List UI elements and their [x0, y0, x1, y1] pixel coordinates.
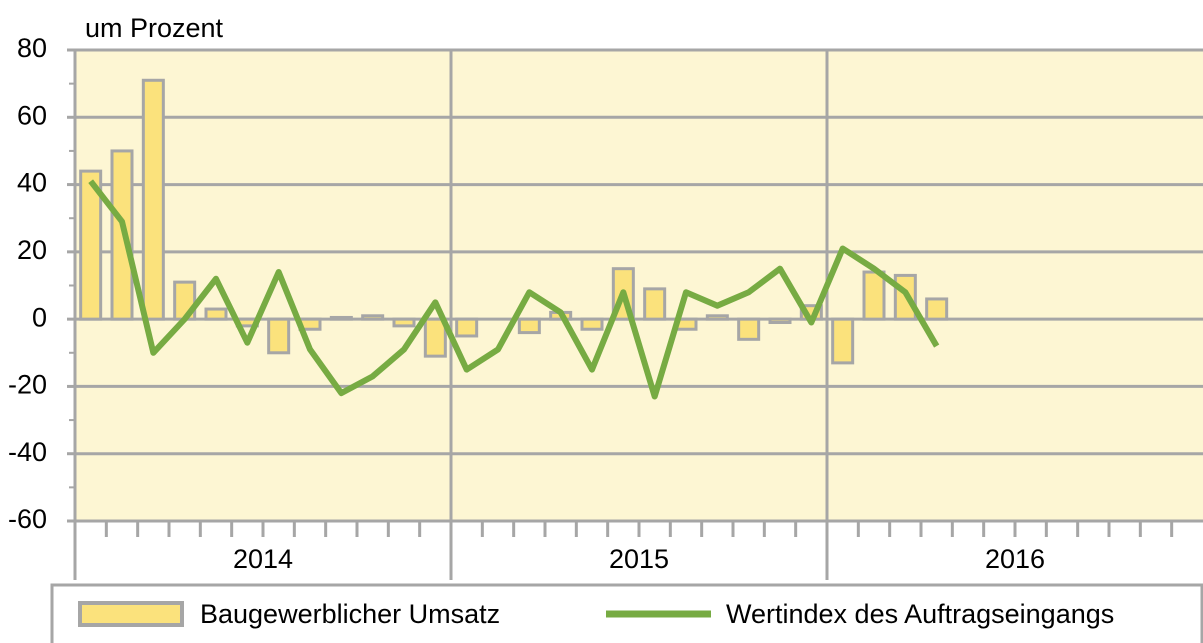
y-tick-label: -40: [8, 437, 47, 467]
bar: [329, 315, 353, 321]
y-tick-label: -60: [8, 504, 47, 534]
y-tick-label: 80: [17, 33, 47, 63]
plot-area: [75, 50, 1203, 521]
legend-swatch: [78, 601, 184, 627]
y-tick-label: -20: [8, 370, 47, 400]
bar: [455, 317, 479, 338]
bar: [517, 317, 541, 335]
bar: [643, 287, 667, 321]
x-group-label: 2016: [985, 544, 1045, 574]
bar: [361, 314, 385, 321]
line: [88, 179, 940, 400]
legend-label: Wertindex des Auftragseingangs: [726, 599, 1114, 629]
bar: [737, 317, 761, 341]
x-group-label: 2015: [609, 544, 669, 574]
bar: [267, 317, 291, 355]
bar: [768, 317, 792, 325]
legend-label: Baugewerblicher Umsatz: [200, 599, 500, 629]
bar: [392, 317, 416, 328]
bar: [705, 314, 729, 321]
bar: [141, 78, 165, 321]
bar: [925, 297, 949, 321]
x-group-label: 2014: [233, 544, 293, 574]
y-tick-label: 60: [17, 100, 47, 130]
y-axis-label: um Prozent: [85, 13, 224, 43]
bar: [204, 307, 228, 321]
bar: [580, 317, 604, 331]
y-tick-label: 40: [17, 168, 47, 198]
bar: [831, 317, 855, 365]
bar: [110, 149, 134, 321]
bar: [79, 169, 103, 321]
y-tick-label: 0: [32, 302, 47, 332]
y-tick-label: 20: [17, 235, 47, 265]
bar: [862, 270, 886, 321]
bar: [423, 317, 447, 358]
